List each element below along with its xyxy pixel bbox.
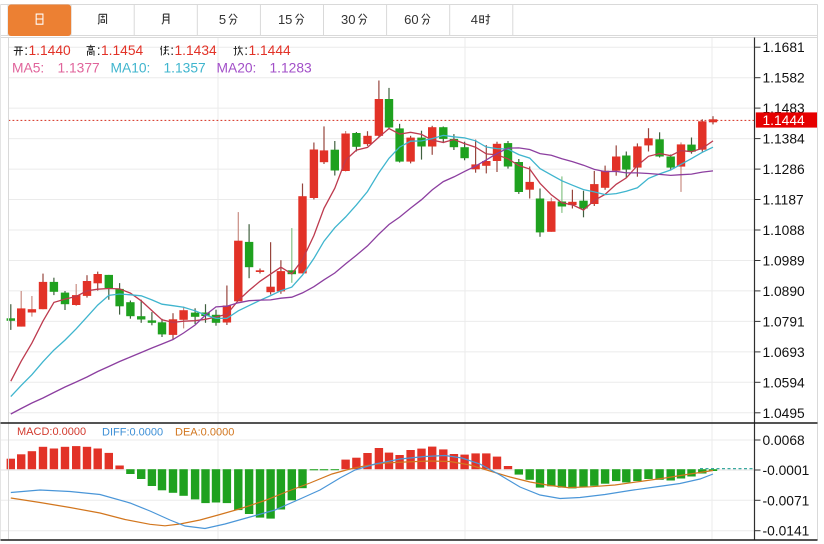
svg-text:1.1283: 1.1283 [270,61,313,76]
svg-text:1.1444: 1.1444 [763,113,806,128]
svg-text:MA10:: MA10: [111,61,151,76]
svg-text:1.1377: 1.1377 [58,61,100,76]
svg-text:1.0594: 1.0594 [763,375,806,390]
svg-text:15: 15 [278,12,292,27]
svg-text::: : [97,43,101,58]
svg-text:-0.0071: -0.0071 [763,493,810,508]
svg-text:1.1582: 1.1582 [763,71,805,86]
svg-text:1.1286: 1.1286 [763,162,806,177]
svg-text::: : [170,43,174,58]
svg-text:1.1681: 1.1681 [763,40,805,55]
svg-text:-0.0141: -0.0141 [763,524,810,539]
svg-text:1.1384: 1.1384 [763,132,806,147]
svg-text:1.1440: 1.1440 [29,43,72,58]
svg-text:MA20:: MA20: [217,61,257,76]
svg-text:1.1434: 1.1434 [175,43,218,58]
svg-text:1.0890: 1.0890 [763,284,806,299]
svg-text:1.1088: 1.1088 [763,223,806,238]
svg-text:60: 60 [404,12,418,27]
svg-text:5: 5 [219,12,226,27]
svg-text:-0.0001: -0.0001 [763,463,810,478]
svg-text:1.1357: 1.1357 [164,61,206,76]
svg-text:1.0495: 1.0495 [763,406,806,421]
svg-text:1.1454: 1.1454 [101,43,144,58]
svg-text:DIFF:0.0000: DIFF:0.0000 [102,427,163,439]
svg-text:1.1444: 1.1444 [249,43,292,58]
svg-text:1.1483: 1.1483 [763,101,806,116]
svg-text:1.0693: 1.0693 [763,345,806,360]
svg-text:30: 30 [341,12,355,27]
svg-text::: : [24,43,28,58]
svg-text:1.0989: 1.0989 [763,254,806,269]
svg-text::: : [244,43,248,58]
svg-text:MACD:0.0000: MACD:0.0000 [17,426,86,438]
svg-text:0.0068: 0.0068 [763,433,806,448]
svg-text:1.0791: 1.0791 [763,314,805,329]
svg-text:1.1187: 1.1187 [763,193,804,208]
svg-text:MA5:: MA5: [12,61,44,76]
svg-text:DEA:0.0000: DEA:0.0000 [175,427,234,439]
svg-text:4: 4 [471,12,478,27]
